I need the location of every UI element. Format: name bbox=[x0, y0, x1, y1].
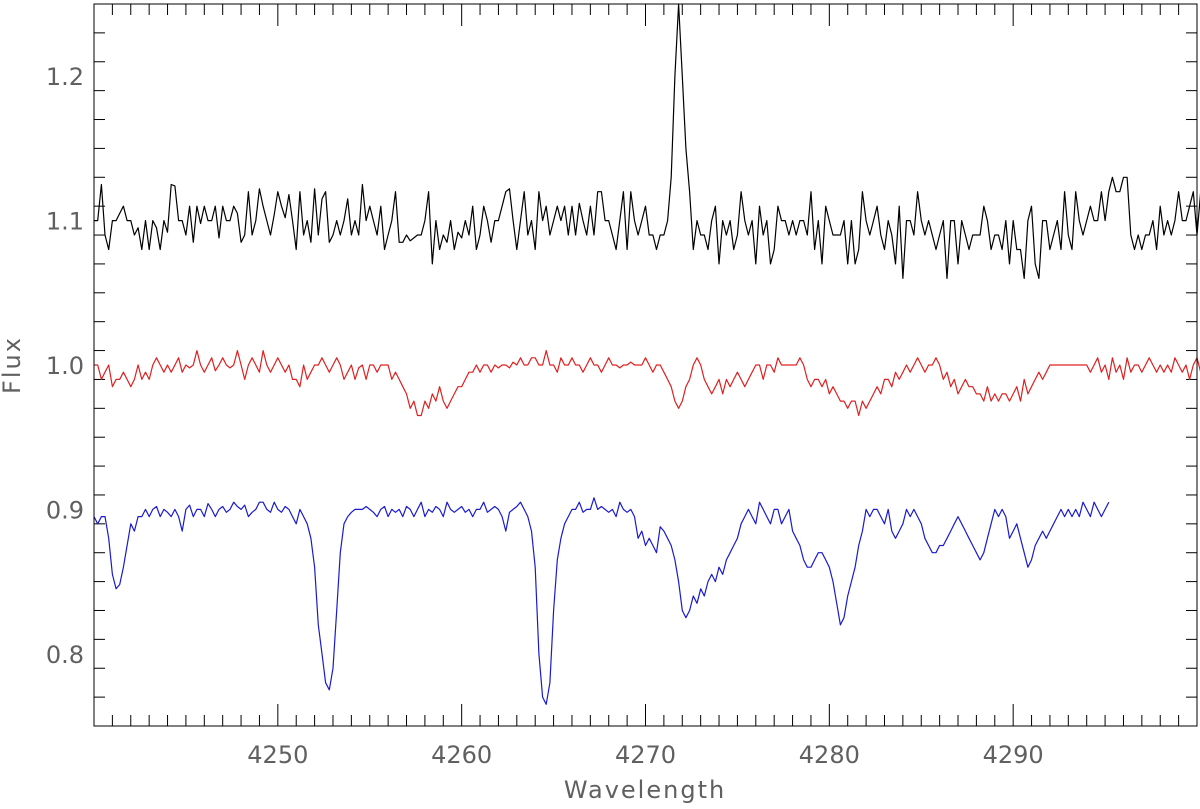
series-line-3 bbox=[93, 497, 1110, 705]
series-line-2 bbox=[94, 350, 1200, 417]
x-tick-label: 4280 bbox=[799, 741, 860, 769]
axis-ticks bbox=[93, 3, 1198, 727]
x-tick-label: 4250 bbox=[247, 741, 308, 769]
plot-frame bbox=[93, 3, 1198, 727]
x-axis-label: Wavelength bbox=[564, 776, 726, 804]
series-layer bbox=[93, 3, 1200, 705]
y-tick-label: 1.1 bbox=[46, 208, 84, 236]
x-tick-label: 4270 bbox=[615, 741, 676, 769]
y-axis-label: Flux bbox=[0, 336, 26, 394]
y-tick-label: 1.0 bbox=[46, 352, 84, 380]
x-tick-label: 4290 bbox=[983, 741, 1044, 769]
y-tick-label: 1.2 bbox=[46, 63, 84, 91]
series-line-1 bbox=[94, 3, 1200, 279]
y-tick-label: 0.9 bbox=[46, 496, 84, 524]
y-tick-label: 0.8 bbox=[46, 641, 84, 669]
x-tick-label: 4260 bbox=[431, 741, 492, 769]
tick-labels: 4250 4260 4270 4280 4290 0.8 0.9 1.0 1.1 1.2 bbox=[46, 63, 1044, 769]
